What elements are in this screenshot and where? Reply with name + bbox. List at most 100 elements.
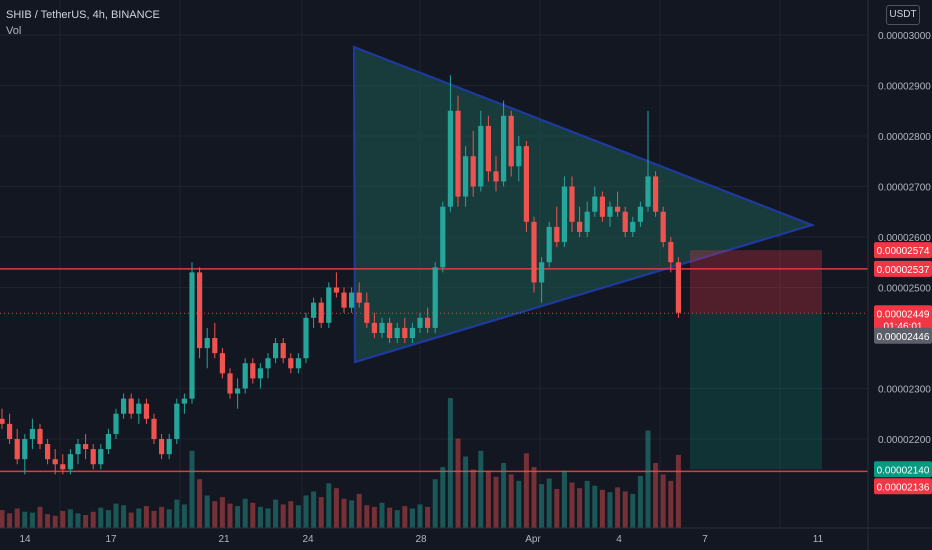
time-tick-label: 7 [702,534,708,545]
candle-body [166,439,172,455]
candle-body [98,449,104,465]
candle [166,433,172,460]
candle-body [280,343,286,359]
price-tag-stop-bg [874,242,932,259]
candle [295,353,301,374]
candle-body [235,388,241,394]
candle-body [394,327,400,338]
candle [45,439,51,465]
volume-bar [463,456,469,528]
candle-body [174,403,180,439]
volume-bar [7,513,13,528]
candle [402,317,408,344]
candle-body [531,221,537,283]
candle-body [204,338,210,349]
volume-bar [242,498,248,528]
candle-body [197,272,203,349]
candle [98,444,104,470]
candle-body [295,358,301,369]
candle-body [341,292,347,308]
candle [204,327,210,369]
candle-body [455,110,461,197]
volume-bar [197,479,203,528]
candle-body [45,444,51,460]
candle [592,186,598,217]
candle-body [364,302,370,323]
candle [83,433,89,460]
candle-body [569,186,575,222]
candle-body [60,464,66,470]
candle [105,428,111,455]
candle-body [470,156,476,187]
currency-button[interactable]: USDT [886,5,920,25]
volume-bar [212,501,218,528]
volume-indicator-label[interactable]: Vol [6,25,22,37]
volume-bar [455,438,461,528]
price-tick-label: 0.00002800 [878,132,931,143]
volume-bar [257,506,263,528]
candle-body [257,368,263,379]
price-tick-label: 0.00002900 [878,82,931,93]
candle [0,408,5,429]
volume-bar [181,504,187,528]
volume-bar [371,506,377,528]
candle-body [265,358,271,369]
time-tick-label: 17 [105,534,117,545]
candle [364,292,370,328]
price-tag-support: 0.00002136 [877,482,930,493]
volume-bar [0,510,5,528]
candle-body [7,423,13,439]
candle-body [463,156,469,197]
volume-bar [349,500,355,528]
candle [645,110,651,212]
candle-body [432,267,438,328]
candle-body [622,211,628,232]
volume-bar [121,505,127,528]
candle [470,130,476,197]
time-tick-label: 11 [813,534,824,545]
volume-bar [409,508,415,528]
candle-body [303,317,309,359]
candle-body [75,444,81,455]
price-tick-label: 0.00003000 [878,31,931,42]
candle-body [311,302,317,318]
candle [577,206,583,237]
candle [425,307,431,333]
candle-body [523,146,529,222]
candle-body [212,338,218,354]
candle-body [67,454,73,470]
candle [546,221,552,268]
candle [212,322,218,359]
candle-body [615,206,621,212]
candle-body [14,439,20,460]
candle [303,312,309,364]
candle [531,216,537,293]
price-tag-last-bg [874,305,932,334]
volume-bar [592,485,598,528]
volume-bar [295,505,301,528]
volume-bar [478,450,484,528]
candle [569,176,575,232]
candle-body [159,439,165,455]
candle [493,156,499,192]
candle [257,363,263,389]
candle [242,358,248,394]
candle [675,257,681,318]
candle-body [599,196,605,217]
candle [288,353,294,374]
candle-body [675,262,681,313]
candle [668,237,674,273]
volume-bar [653,463,659,528]
volume-bar [37,506,43,528]
volume-bar [151,510,157,528]
candle [409,322,415,344]
candle [113,408,119,439]
candle-body [349,292,355,308]
time-tick-label: 21 [218,534,230,545]
volume-bar [637,476,643,528]
candle-body [318,302,324,323]
candle-body [447,110,453,207]
candle [333,272,339,298]
